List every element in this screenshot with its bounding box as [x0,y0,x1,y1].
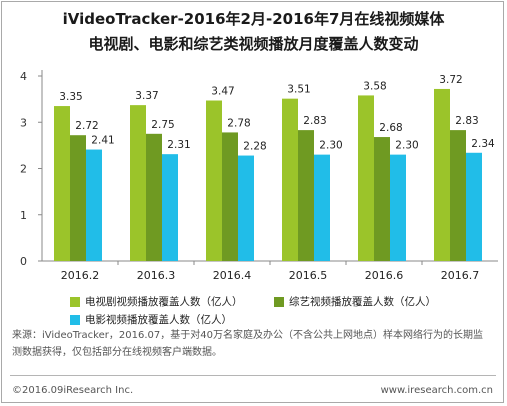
bar-value-label: 3.35 [59,91,82,103]
bar-value-label: 2.31 [167,139,190,151]
bar-value-label: 2.83 [303,115,326,127]
bar [390,154,406,261]
bar [86,149,102,261]
bar-chart: 0 1 2 3 4 3.35 2.72 2.41 2016.2 3.37 2.75 2.31 2016.… [20,70,498,282]
y-tick-label: 2 [20,163,27,176]
bar [146,133,162,261]
legend-swatch-tv-series [70,296,80,307]
legend-label-movie: 电影视频播放覆盖人数（亿人） [85,314,232,326]
x-tick-label: 2016.2 [61,269,100,282]
x-tick-label: 2016.3 [137,269,176,282]
bar [162,154,178,261]
y-tick-label: 1 [20,209,27,222]
x-tick-label: 2016.6 [365,269,404,282]
bar [238,155,254,261]
bar [314,154,330,261]
legend-swatch-variety [274,296,284,307]
bar [282,98,298,261]
chart-title-line-1: iVideoTracker-2016年2月-2016年7月在线视频媒体 [62,10,445,28]
bar [70,135,86,261]
bar-value-label: 2.75 [151,119,174,131]
bar [466,152,482,261]
bar-value-label: 3.58 [363,80,386,92]
bar [298,130,314,261]
bar-value-label: 3.72 [439,74,462,86]
x-tick-label: 2016.7 [441,269,480,282]
y-tick-label: 4 [20,70,27,83]
bar-value-label: 2.30 [395,140,418,152]
legend-label-variety: 综艺视频播放覆盖人数（亿人） [289,296,436,308]
legend-label-tv-series: 电视剧视频播放覆盖人数（亿人） [85,296,243,308]
bar-value-label: 2.68 [379,122,402,134]
legend-swatch-movie [70,314,80,325]
bar-value-label: 3.51 [287,84,310,96]
bar-value-label: 2.78 [227,117,250,129]
bar-value-label: 3.37 [135,90,158,102]
bar [450,130,466,261]
x-tick-label: 2016.4 [213,269,252,282]
bar-value-label: 2.83 [455,115,478,127]
y-tick-label: 3 [20,116,27,129]
legend-item-tv-series: 电视剧视频播放覆盖人数（亿人） [70,294,243,309]
source-note: 来源：iVideoTracker，2016.07，基于对40万名家庭及办公（不含… [12,330,483,358]
chart-title-line-2: 电视剧、电影和综艺类视频播放月度覆盖人数变动 [88,35,419,53]
x-tick-label: 2016.5 [289,269,328,282]
bar-value-label: 3.47 [211,86,234,98]
bar [374,137,390,261]
website-text: www.iresearch.com.cn [380,385,493,396]
bar-value-label: 2.34 [471,138,495,150]
bar [54,106,70,261]
bar [206,100,222,261]
bar-value-label: 2.72 [75,120,98,132]
bar [130,105,146,261]
y-tick-label: 0 [20,255,27,268]
bar-value-label: 2.41 [91,135,114,147]
bar-value-label: 2.28 [243,141,266,153]
bar [434,88,450,261]
bar [358,95,374,261]
legend-item-variety: 综艺视频播放覆盖人数（亿人） [274,294,436,309]
copyright-text: ©2016.09iResearch Inc. [12,385,134,396]
bar [222,132,238,261]
bar-value-label: 2.30 [319,140,342,152]
legend-item-movie: 电影视频播放覆盖人数（亿人） [70,312,232,327]
footer-divider [10,375,496,376]
